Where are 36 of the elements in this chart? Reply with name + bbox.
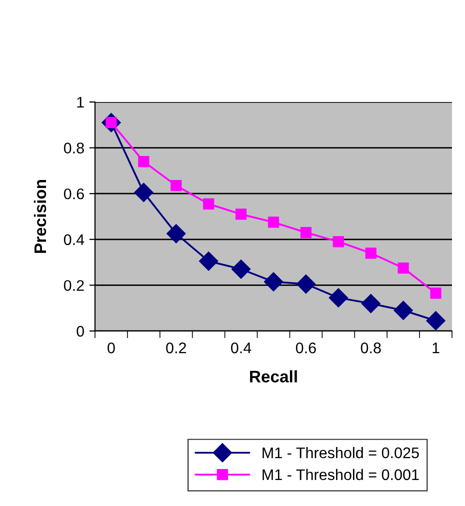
point [394,300,413,320]
y-tick-label: 1 [77,97,84,108]
x-tick-label: 1 [432,342,440,354]
point [332,236,344,248]
y-tick-label: 0.6 [64,188,84,200]
x-tick-label: 0.6 [296,342,316,354]
point [232,260,251,279]
point [166,224,186,244]
point [296,274,316,294]
x-tick-label: 0.2 [166,342,186,354]
legend-label: M1 - Threshold = 0.025 [262,447,419,458]
x-axis-title: Recall [250,370,297,382]
point [264,272,284,292]
point [328,288,348,308]
point [398,262,409,274]
point [199,252,218,271]
point [300,226,312,238]
point [430,288,442,299]
y-tick-label: 0.2 [64,280,84,291]
point [203,198,214,210]
y-axis-title: Precision [34,180,46,253]
point [365,248,376,259]
x-tick-label: 0.8 [360,342,381,354]
point [134,182,154,202]
point [138,156,150,168]
point [235,208,247,220]
y-tick-label: 0.8 [64,142,84,154]
y-tick-label: 0.4 [64,234,84,246]
point [268,216,280,228]
legend-label: M1 - Threshold = 0.001 [262,468,419,480]
point [426,311,446,330]
x-tick-label: 0 [108,342,115,354]
x-tick-label: 0.4 [231,342,252,354]
point [361,294,380,314]
point [170,180,182,192]
y-tick-label: 0 [76,326,84,337]
